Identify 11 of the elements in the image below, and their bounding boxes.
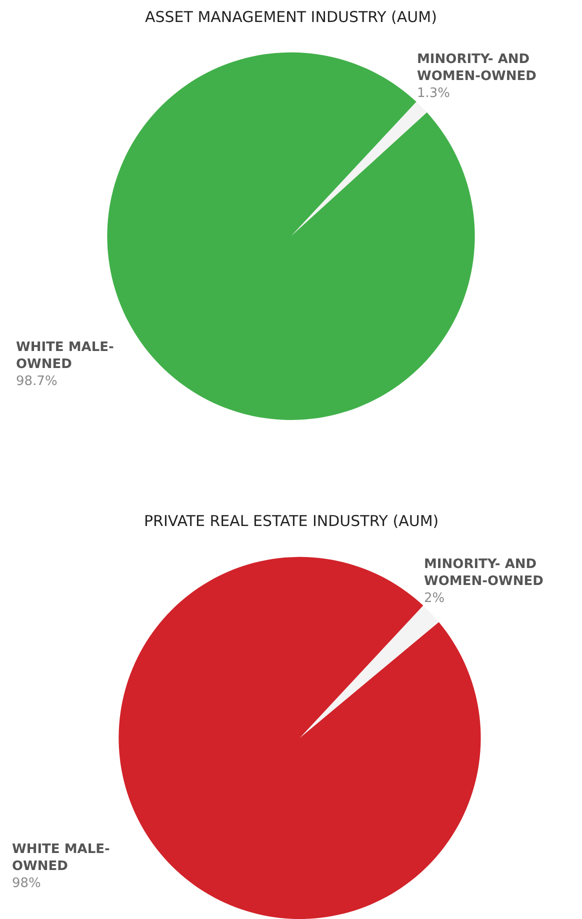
data-label: 1.3% <box>417 86 450 101</box>
data-label: 2% <box>424 590 445 606</box>
chart-title: PRIVATE REAL ESTATE INDUSTRY (AUM) <box>144 512 439 530</box>
slice-label: WHITE MALE- OWNED <box>16 340 114 372</box>
chart-title: ASSET MANAGEMENT INDUSTRY (AUM) <box>145 8 437 26</box>
data-label: 98.7% <box>16 374 58 389</box>
slice-label: MINORITY- AND WOMEN-OWNED <box>417 52 537 84</box>
data-label: 98% <box>12 876 41 891</box>
slice-label: WHITE MALE- OWNED <box>12 842 110 874</box>
pie-slice <box>300 606 439 738</box>
slice-label: MINORITY- AND WOMEN-OWNED <box>424 557 544 589</box>
